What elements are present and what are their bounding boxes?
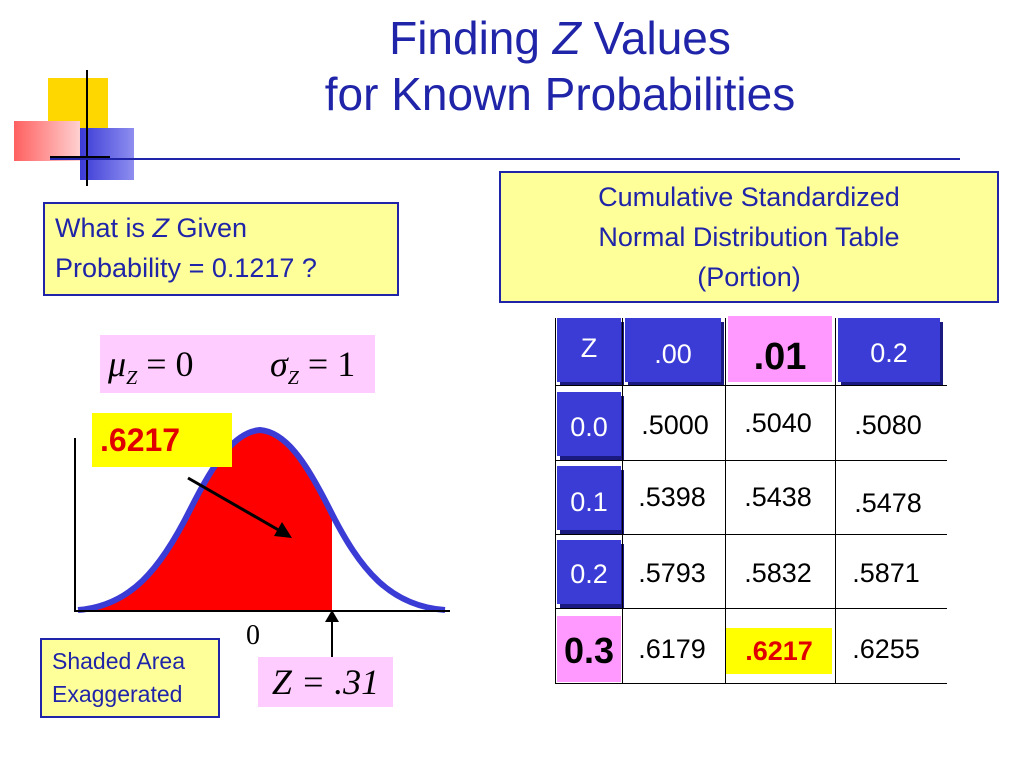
pointer-arrow — [187, 476, 283, 534]
table-cell: .5793 — [638, 558, 706, 588]
page-title: Finding Z Values for Known Probabilities — [324, 12, 796, 120]
table-row-z-highlighted: 0.3 — [557, 616, 621, 682]
table-cell: .5398 — [638, 482, 706, 512]
table-rule — [725, 318, 726, 684]
title-divider — [50, 158, 960, 160]
decor-horizontal-line — [50, 156, 110, 158]
table-cell: .6255 — [852, 634, 920, 664]
table-cell: .5832 — [744, 558, 812, 588]
table-row-z: 0.2 — [557, 540, 621, 604]
table-cell-highlighted: .6217 — [726, 628, 832, 674]
table-cell: .5080 — [854, 410, 922, 440]
z-equation: Z = .31 — [258, 657, 393, 707]
table-header-col-01: .01 — [728, 316, 832, 382]
decor-blue-square — [80, 128, 134, 180]
table-header-col-00: .00 — [625, 318, 721, 382]
decor-vertical-line — [86, 70, 88, 186]
table-header-col-02: 0.2 — [838, 318, 940, 382]
decor-red-square — [14, 121, 80, 161]
table-row-z: 0.1 — [557, 466, 621, 530]
z-arrow-overlay — [325, 610, 339, 658]
table-cell: .5040 — [744, 408, 812, 438]
question-box: What is Z Given Probability = 0.1217 ? — [43, 202, 399, 296]
table-rule — [555, 318, 556, 684]
table-header-z: Z — [557, 318, 621, 382]
table-row-z: 0.0 — [557, 392, 621, 456]
shaded-area-note: Shaded Area Exaggerated — [40, 638, 220, 718]
table-cell: .5000 — [641, 410, 709, 440]
area-label: .6217 — [92, 413, 232, 467]
normal-curve-plot — [74, 426, 450, 613]
table-rule — [555, 608, 947, 609]
table-rule — [622, 318, 623, 684]
table-cell: .5478 — [854, 488, 922, 518]
shaded-area — [78, 430, 332, 610]
distribution-parameters: μZ = 0 σZ = 1 — [100, 335, 375, 393]
table-rule — [835, 318, 836, 684]
table-cell: .5871 — [852, 558, 920, 588]
table-rule — [555, 683, 947, 684]
table-rule — [555, 534, 947, 535]
normal-curve — [77, 426, 446, 613]
zero-label: 0 — [246, 620, 260, 651]
table-cell: .5438 — [744, 482, 812, 512]
pointer-arrowhead — [274, 522, 292, 538]
table-cell: .6179 — [638, 634, 706, 664]
table-rule — [555, 385, 947, 386]
table-caption-box: Cumulative Standardized Normal Distribut… — [499, 171, 999, 303]
table-rule — [555, 460, 947, 461]
